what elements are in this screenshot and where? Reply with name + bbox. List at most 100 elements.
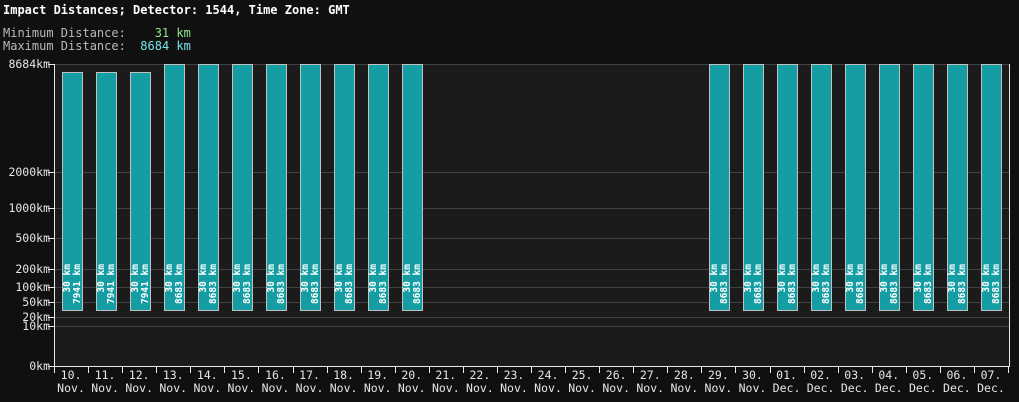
chart-header: Impact Distances; Detector: 1544, Time Z… — [3, 3, 350, 53]
x-axis-tick — [497, 367, 498, 373]
x-axis-label-month: Nov. — [466, 380, 494, 395]
gridline — [55, 238, 1009, 239]
x-axis-label-day: 23. — [503, 368, 525, 382]
x-axis-label-day: 18. — [333, 368, 354, 382]
x-axis-label-day: 15. — [230, 368, 252, 382]
bar-max-distance-label: 8683 km — [377, 264, 389, 305]
x-axis-label-month: Nov. — [431, 380, 460, 395]
x-axis-label-month: Nov. — [636, 380, 665, 395]
y-axis-tick — [48, 238, 54, 239]
x-axis-label: 26. Nov. — [599, 369, 633, 394]
x-axis-label-day: 07. — [980, 368, 1002, 382]
bar-max-distance-label: 8683 km — [343, 264, 355, 305]
y-axis-tick — [48, 172, 54, 173]
chart-stats: Minimum Distance: 31 km Maximum Distance: 8… — [3, 27, 350, 53]
bar-max-distance-label: 8683 km — [718, 264, 730, 305]
bar-value-labels: 30 km 8683 km — [232, 264, 253, 306]
bar-max-distance-label: 8683 km — [241, 264, 253, 305]
x-axis-label-month: Nov. — [125, 380, 154, 395]
y-axis-tick — [48, 302, 54, 303]
bar-max-distance-label: 8683 km — [922, 264, 934, 305]
x-axis-label-month: Nov. — [500, 380, 528, 395]
x-axis-label-day: 04. — [878, 368, 900, 382]
bar-value-labels: 30 km 7941 km — [96, 264, 117, 306]
bar-value-labels: 30 km 7941 km — [130, 264, 151, 306]
bar-value-labels: 30 km 7941 km — [62, 264, 83, 306]
x-axis-label-day: 26. — [605, 368, 627, 382]
x-axis-label: 05. Dec. — [906, 369, 940, 394]
x-axis-label: 01. Dec. — [770, 369, 804, 394]
x-axis-label-day: 17. — [299, 368, 320, 382]
x-axis-label-day: 10. — [60, 368, 82, 382]
bar-13-nov: 30 km 8683 km — [164, 64, 185, 311]
bar-15-nov: 30 km 8683 km — [232, 64, 253, 311]
bar-value-labels: 30 km 8683 km — [164, 264, 185, 306]
x-axis-label-month: Nov. — [295, 380, 324, 395]
bar-19-nov: 30 km 8683 km — [368, 64, 389, 311]
x-axis-label: 12. Nov. — [122, 369, 156, 394]
y-axis-tick-label: 100km — [15, 280, 50, 294]
y-axis-tick — [48, 208, 54, 209]
bar-18-nov: 30 km 8683 km — [334, 64, 355, 311]
x-axis-tick — [88, 367, 89, 373]
x-axis-tick — [463, 367, 464, 373]
bar-14-nov: 30 km 8683 km — [198, 64, 219, 311]
x-axis-label-day: 27. — [639, 368, 661, 382]
maximum-distance-value: 8684 km — [140, 39, 191, 53]
x-axis-label-month: Nov. — [568, 380, 596, 395]
x-axis-tick — [122, 367, 123, 373]
x-axis-label: 15. Nov. — [224, 369, 258, 394]
x-axis-label-day: 13. — [162, 368, 184, 382]
x-axis-label-day: 12. — [128, 368, 150, 382]
bar-30-nov: 30 km 8683 km — [743, 64, 764, 311]
x-axis-label-day: 14. — [196, 368, 218, 382]
x-axis-label-day: 30. — [742, 368, 763, 382]
chart-title: Impact Distances; Detector: 1544, Time Z… — [3, 3, 350, 17]
x-axis-label: 04. Dec. — [872, 369, 906, 394]
bar-max-distance-label: 7941 km — [105, 264, 117, 305]
bar-max-distance-label: 8683 km — [786, 264, 798, 305]
bar-max-distance-label: 8683 km — [854, 264, 866, 305]
bar-value-labels: 30 km 8683 km — [777, 264, 798, 306]
bar-value-labels: 30 km 8683 km — [266, 264, 287, 306]
x-axis-tick — [327, 367, 328, 373]
bar-max-distance-label: 8683 km — [820, 264, 832, 305]
x-axis-label: 23. Nov. — [497, 369, 531, 394]
x-axis-label-day: 02. — [810, 368, 831, 382]
gridline — [55, 287, 1009, 288]
x-axis-label-day: 20. — [401, 368, 423, 382]
x-axis-label-month: Dec. — [908, 380, 937, 395]
x-axis-label: 16. Nov. — [258, 369, 292, 394]
bar-value-labels: 30 km 8683 km — [981, 264, 1002, 306]
x-axis-label-month: Nov. — [670, 380, 699, 395]
bar-07-dec: 30 km 8683 km — [981, 64, 1002, 311]
x-axis-label-month: Dec. — [977, 380, 1005, 395]
bar-value-labels: 30 km 8683 km — [402, 264, 423, 306]
bar-value-labels: 30 km 8683 km — [845, 264, 866, 306]
x-axis-label-month: Nov. — [602, 380, 631, 395]
y-axis-tick-label: 50km — [22, 295, 50, 309]
bar-value-labels: 30 km 8683 km — [879, 264, 900, 306]
x-axis-label-day: 06. — [946, 368, 968, 382]
x-axis-label-month: Nov. — [57, 380, 85, 395]
bar-05-dec: 30 km 8683 km — [913, 64, 934, 311]
bar-max-distance-label: 8683 km — [275, 264, 287, 305]
bar-value-labels: 30 km 8683 km — [947, 264, 968, 306]
bar-17-nov: 30 km 8683 km — [300, 64, 321, 311]
x-axis-tick — [395, 367, 396, 373]
bar-max-distance-label: 8683 km — [173, 264, 185, 305]
y-axis-tick — [48, 326, 54, 327]
x-axis-tick — [565, 367, 566, 373]
x-axis-label-month: Dec. — [874, 380, 903, 395]
x-axis-tick — [906, 367, 907, 373]
bar-value-labels: 30 km 8683 km — [198, 264, 219, 306]
x-axis-label-day: 22. — [469, 368, 491, 382]
bar-06-dec: 30 km 8683 km — [947, 64, 968, 311]
x-axis-label: 06. Dec. — [940, 369, 974, 394]
bar-29-nov: 30 km 8683 km — [709, 64, 730, 311]
y-axis-tick-label: 0km — [29, 359, 50, 373]
x-axis-label-month: Dec. — [943, 380, 971, 395]
y-axis-tick-label: 1000km — [8, 201, 50, 215]
y-axis-tick-label: 10km — [22, 319, 50, 333]
x-axis-tick — [838, 367, 839, 373]
